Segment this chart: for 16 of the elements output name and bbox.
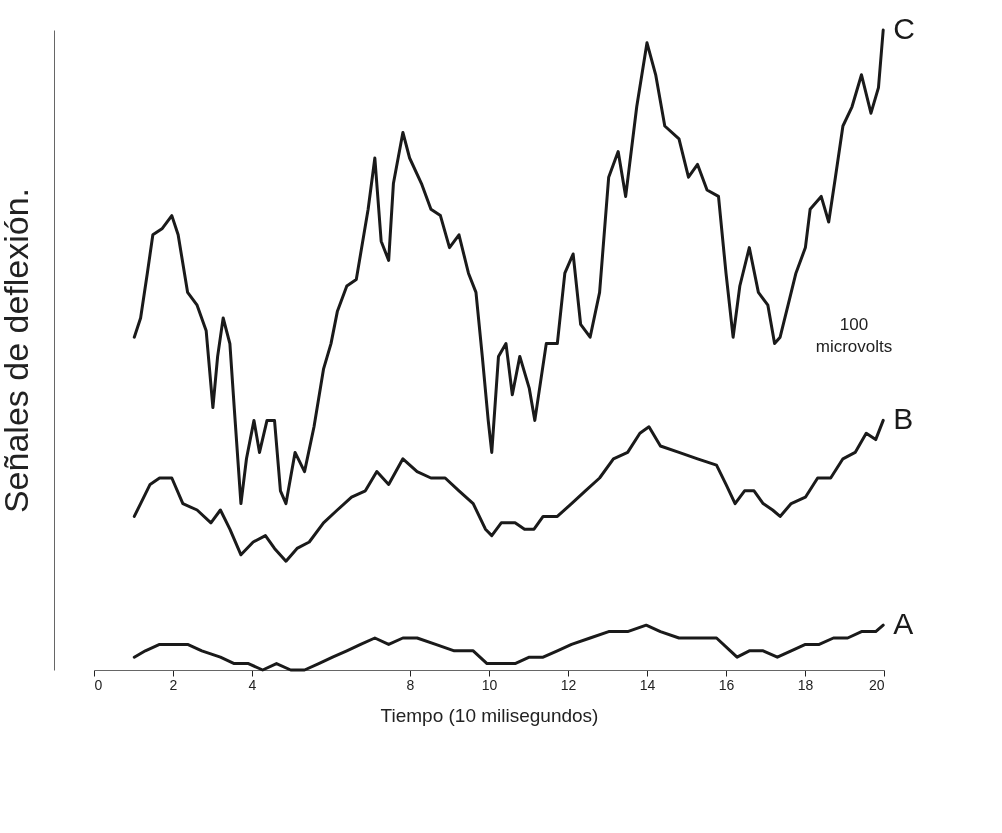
x-tick-label: 0 xyxy=(94,676,103,693)
x-tick-label: 4 xyxy=(248,676,257,693)
x-tick-label: 12 xyxy=(560,676,577,693)
x-tick-label: 18 xyxy=(797,676,814,693)
series-label: B xyxy=(893,402,914,436)
y-axis-title: Señales de deflexión. xyxy=(0,187,35,514)
x-tick-label: 20 xyxy=(868,676,885,693)
x-tick-label: 8 xyxy=(406,676,415,693)
x-tick-label: 10 xyxy=(481,676,498,693)
series-label: C xyxy=(893,12,915,45)
x-tick-label: 2 xyxy=(169,676,178,693)
x-tick-label: 14 xyxy=(639,676,656,693)
series-label: A xyxy=(893,607,914,641)
x-axis-title: Tiempo (10 milisegundos) xyxy=(380,704,599,726)
annotation: 100 microvolts xyxy=(815,315,893,356)
x-tick-label: 16 xyxy=(718,676,735,693)
